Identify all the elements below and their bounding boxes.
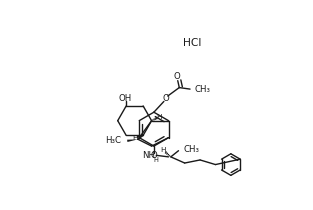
Text: H₃C: H₃C <box>105 136 121 145</box>
Text: CH₃: CH₃ <box>183 145 199 154</box>
Polygon shape <box>127 139 138 142</box>
Text: H: H <box>133 135 138 141</box>
Text: H: H <box>160 147 166 153</box>
Text: O: O <box>151 151 157 160</box>
Text: O: O <box>162 94 169 103</box>
Text: H: H <box>156 114 161 120</box>
Text: O: O <box>174 72 180 81</box>
Polygon shape <box>137 135 143 138</box>
Text: HCl: HCl <box>183 38 202 48</box>
Text: H: H <box>154 157 159 163</box>
Text: CH₃: CH₃ <box>195 85 211 94</box>
Text: NH: NH <box>142 151 155 160</box>
Text: OH: OH <box>118 94 131 103</box>
